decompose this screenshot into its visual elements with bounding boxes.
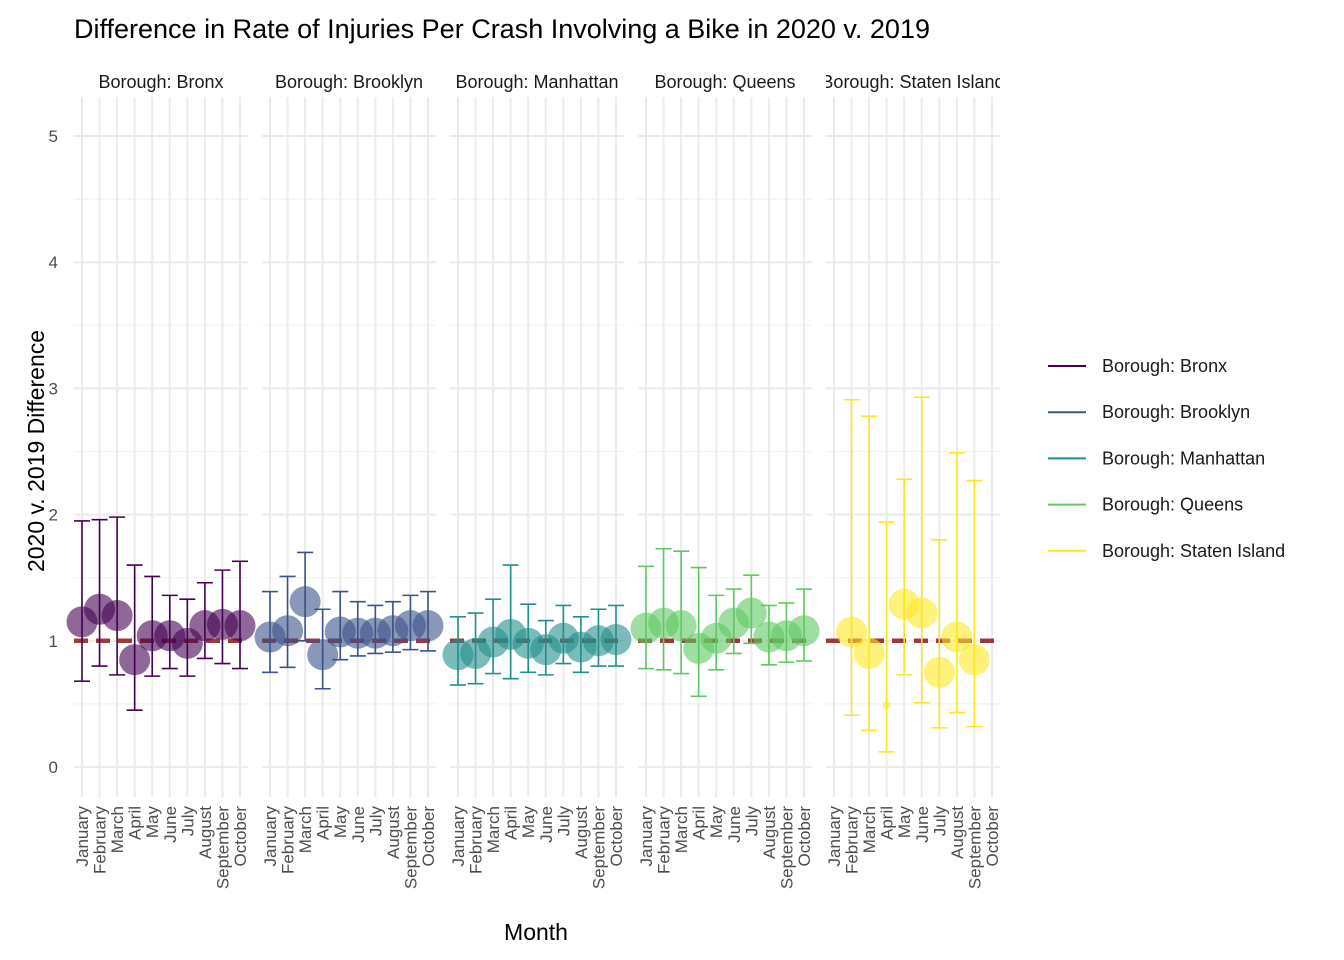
x-tick-label: June: [349, 806, 368, 843]
facet-panel: Borough: Brooklyn JanuaryFebruaryMarchApr…: [254, 72, 444, 889]
x-tick-label: January: [637, 806, 656, 867]
legend-label: Borough: Queens: [1102, 495, 1243, 515]
legend: Borough: Bronx Borough: Brooklyn Borough: …: [1048, 356, 1285, 561]
facet-panel: Borough: Bronx JanuaryFebruaryMarchAprilM…: [66, 72, 256, 889]
x-axis-title: Month: [504, 919, 568, 945]
y-tick-label: 0: [49, 758, 58, 777]
x-tick-label: April: [314, 806, 333, 840]
x-tick-label: April: [126, 806, 145, 840]
x-tick-label: July: [178, 806, 197, 837]
x-tick-label: September: [213, 806, 232, 889]
data-point: [272, 615, 304, 647]
x-tick-label: February: [91, 806, 110, 875]
x-tick-label: March: [672, 806, 691, 853]
x-tick-label: January: [261, 806, 280, 867]
facet-panels: Borough: BronxJanuaryFebruaryMarchAprilM…: [66, 72, 1004, 889]
facet-strip-label: Borough: Manhattan: [455, 72, 618, 92]
x-tick-label: July: [930, 806, 949, 837]
x-tick-label: June: [725, 806, 744, 843]
x-tick-label: October: [607, 806, 626, 867]
x-tick-label: May: [143, 806, 162, 839]
x-tick-label: March: [108, 806, 127, 853]
facet-strip-label: Borough: Brooklyn: [275, 72, 423, 92]
x-tick-label: August: [572, 806, 591, 859]
x-tick-label: May: [895, 806, 914, 839]
data-point: [788, 615, 820, 647]
y-tick-label: 4: [49, 253, 58, 272]
x-tick-label: January: [73, 806, 92, 867]
x-tick-label: April: [502, 806, 521, 840]
facet-strip-label: Borough: Staten Island: [821, 72, 1004, 92]
x-tick-label: May: [519, 806, 538, 839]
x-tick-label: July: [554, 806, 573, 837]
data-point: [836, 616, 868, 648]
x-tick-label: February: [843, 806, 862, 875]
x-tick-label: July: [366, 806, 385, 837]
x-tick-label: January: [825, 806, 844, 867]
facet-strip-label: Borough: Bronx: [98, 72, 223, 92]
data-point: [665, 610, 697, 642]
x-tick-label: September: [777, 806, 796, 889]
legend-label: Borough: Staten Island: [1102, 541, 1285, 561]
x-tick-label: April: [878, 806, 897, 840]
x-tick-label: March: [484, 806, 503, 853]
x-tick-label: October: [983, 806, 1002, 867]
x-tick-label: June: [913, 806, 932, 843]
legend-label: Borough: Bronx: [1102, 356, 1227, 376]
legend-label: Borough: Manhattan: [1102, 448, 1265, 468]
y-tick-label: 2: [49, 506, 58, 525]
data-point: [923, 656, 955, 688]
x-tick-label: August: [760, 806, 779, 859]
x-tick-label: February: [655, 806, 674, 875]
x-tick-label: July: [742, 806, 761, 837]
data-point: [412, 610, 444, 642]
y-tick-label: 3: [49, 379, 58, 398]
x-tick-label: August: [196, 806, 215, 859]
facet-panel: Borough: Manhattan JanuaryFebruaryMarchAp…: [442, 72, 632, 889]
x-tick-label: March: [296, 806, 315, 853]
y-tick-label: 1: [49, 632, 58, 651]
chart-title: Difference in Rate of Injuries Per Crash…: [74, 14, 930, 44]
data-point: [853, 637, 885, 669]
x-tick-label: February: [279, 806, 298, 875]
y-axis-title: 2020 v. 2019 Difference: [23, 330, 49, 572]
x-tick-label: October: [795, 806, 814, 867]
facet-panel: Borough: Queens JanuaryFebruaryMarchApril…: [630, 72, 820, 889]
data-point: [307, 639, 339, 671]
x-tick-label: October: [231, 806, 250, 867]
x-tick-label: January: [449, 806, 468, 867]
y-axis: 0 1 2 3 4 5: [49, 127, 58, 777]
x-tick-label: October: [419, 806, 438, 867]
y-tick-label: 5: [49, 127, 58, 146]
data-point: [958, 644, 990, 676]
data-point: [600, 624, 632, 656]
data-point: [101, 600, 133, 632]
data-point: [882, 701, 891, 710]
facet-panel: Borough: Staten Island JanuaryFebruaryMar…: [821, 72, 1004, 889]
x-tick-label: September: [965, 806, 984, 889]
data-point: [224, 610, 256, 642]
x-tick-label: April: [690, 806, 709, 840]
x-tick-label: March: [860, 806, 879, 853]
x-tick-label: August: [384, 806, 403, 859]
x-tick-label: May: [331, 806, 350, 839]
legend-label: Borough: Brooklyn: [1102, 402, 1250, 422]
data-point: [941, 621, 973, 653]
x-tick-label: February: [467, 806, 486, 875]
x-tick-label: June: [537, 806, 556, 843]
data-point: [119, 644, 151, 676]
data-point: [906, 597, 938, 629]
x-tick-label: August: [948, 806, 967, 859]
x-tick-label: September: [589, 806, 608, 889]
facet-strip-label: Borough: Queens: [654, 72, 795, 92]
x-tick-label: June: [161, 806, 180, 843]
data-point: [289, 586, 321, 618]
x-tick-label: May: [707, 806, 726, 839]
x-tick-label: September: [401, 806, 420, 889]
data-point: [735, 597, 767, 629]
